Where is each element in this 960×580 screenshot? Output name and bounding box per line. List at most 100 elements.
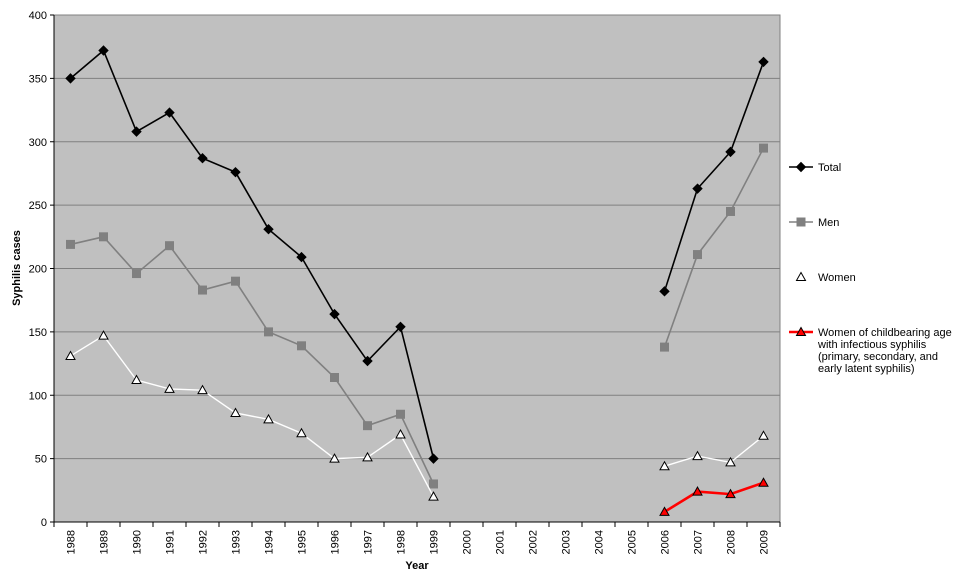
- data-point: [197, 153, 208, 164]
- data-point: [693, 250, 702, 260]
- y-tick-label: 200: [29, 264, 47, 276]
- legend-marker: [795, 326, 807, 336]
- x-tick-label: 2009: [759, 530, 771, 554]
- data-point: [132, 269, 141, 279]
- x-tick-label: 2006: [660, 530, 672, 554]
- data-point: [264, 327, 273, 337]
- data-point: [362, 451, 373, 462]
- y-tick-label: 350: [29, 73, 47, 85]
- data-point: [297, 341, 306, 351]
- x-tick-label: 1988: [66, 530, 78, 554]
- series-line: [70, 235, 435, 485]
- series-men: [66, 143, 768, 489]
- data-point: [230, 407, 241, 417]
- data-point: [758, 477, 769, 487]
- series-line: [663, 481, 764, 513]
- data-point: [197, 384, 208, 395]
- x-tick-label: 1994: [264, 530, 276, 554]
- data-point: [131, 126, 142, 137]
- x-tick-label: 1992: [198, 530, 210, 554]
- legend-marker: [795, 271, 807, 281]
- series-layer: [65, 45, 769, 516]
- data-point: [725, 488, 736, 499]
- x-tick-label: 2004: [594, 530, 606, 554]
- data-point: [395, 429, 406, 439]
- data-point: [98, 330, 109, 340]
- series-women: [65, 330, 769, 501]
- data-point: [726, 206, 735, 216]
- x-tick-label: 1995: [297, 530, 309, 554]
- x-tick-label: 1993: [231, 530, 243, 554]
- x-tick-label: 1990: [132, 530, 144, 554]
- legend-marker: [795, 161, 807, 173]
- data-point: [131, 374, 142, 385]
- data-point: [329, 308, 340, 320]
- legend: Total Men Women Women of childbearing agewi…: [789, 161, 952, 375]
- data-point: [362, 355, 373, 367]
- data-point: [198, 285, 207, 295]
- legend-item: Men: [789, 217, 839, 229]
- data-point: [659, 460, 670, 471]
- x-tick-label: 1989: [99, 530, 111, 554]
- x-tick-label: 1991: [165, 530, 177, 554]
- data-point: [66, 239, 75, 249]
- data-point: [165, 241, 174, 251]
- x-tick-label: 2001: [495, 530, 507, 554]
- legend-item: Women: [789, 271, 856, 284]
- x-axis-ticks: 1988 1989 1990 1991 1992 1993 1994 1995 1996 1997…: [53, 522, 781, 554]
- y-tick-label: 50: [35, 454, 47, 466]
- y-tick-label: 150: [29, 327, 47, 339]
- x-tick-label: 1998: [396, 530, 408, 554]
- data-point: [330, 373, 339, 383]
- legend-label: Women of childbearing age: [818, 327, 952, 339]
- data-point: [263, 413, 274, 424]
- data-point: [692, 450, 703, 461]
- data-point: [395, 321, 406, 333]
- legend-label: with infectious syphilis: [817, 339, 927, 351]
- data-point: [758, 56, 769, 68]
- y-tick-label: 400: [29, 10, 47, 22]
- gridlines: [54, 14, 780, 460]
- data-point: [65, 73, 76, 84]
- legend-label: Women: [818, 272, 856, 284]
- data-point: [164, 383, 175, 393]
- series-line: [664, 435, 764, 467]
- x-tick-label: 2008: [726, 530, 738, 554]
- data-point: [396, 409, 405, 419]
- x-tick-label: 1997: [363, 530, 375, 554]
- legend-label: Total: [818, 162, 841, 174]
- data-point: [428, 491, 439, 501]
- x-tick-label: 1999: [429, 530, 441, 554]
- data-point: [659, 506, 670, 516]
- data-point: [692, 486, 703, 496]
- data-point: [758, 430, 769, 440]
- data-point: [363, 421, 372, 431]
- x-tick-label: 2007: [693, 530, 705, 554]
- data-point: [660, 342, 669, 352]
- data-point: [263, 224, 274, 235]
- x-axis-title: Year: [405, 560, 429, 572]
- data-point: [99, 232, 108, 242]
- data-point: [65, 350, 76, 360]
- legend-marker: [796, 217, 806, 227]
- data-point: [428, 453, 439, 464]
- data-point: [692, 183, 703, 194]
- series-women-of-childbearing-age-with: [659, 477, 769, 516]
- y-tick-label: 250: [29, 200, 47, 212]
- legend-item: Total: [789, 161, 841, 174]
- data-point: [429, 479, 438, 489]
- x-tick-label: 2005: [627, 530, 639, 554]
- data-point: [296, 427, 307, 438]
- x-tick-label: 2000: [462, 530, 474, 554]
- data-point: [231, 276, 240, 286]
- x-tick-label: 2003: [561, 530, 573, 554]
- data-point: [329, 453, 340, 463]
- x-tick-label: 2002: [528, 530, 540, 554]
- series-line: [69, 49, 435, 459]
- data-point: [230, 166, 241, 178]
- y-tick-label: 0: [41, 517, 47, 529]
- data-point: [725, 146, 736, 158]
- series-line: [663, 147, 765, 348]
